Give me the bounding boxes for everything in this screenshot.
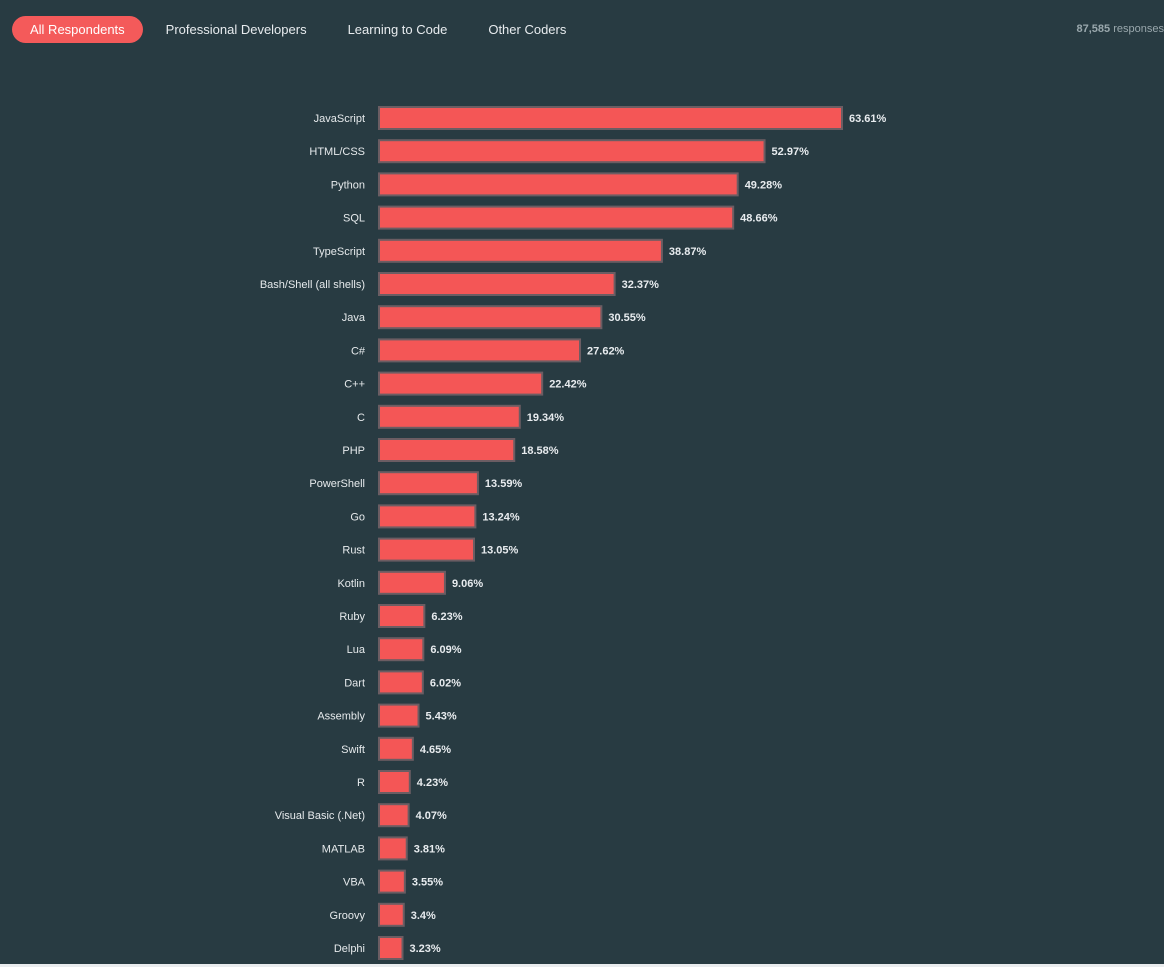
value-label: 3.23% bbox=[410, 943, 441, 955]
bar[interactable] bbox=[378, 736, 414, 761]
category-label: PowerShell bbox=[309, 478, 365, 490]
category-label: VBA bbox=[343, 877, 366, 889]
value-label: 5.43% bbox=[426, 711, 457, 723]
category-label: C bbox=[357, 412, 365, 424]
category-label: Go bbox=[350, 511, 365, 523]
bar[interactable] bbox=[378, 836, 408, 861]
category-label: MATLAB bbox=[322, 843, 365, 855]
bar[interactable] bbox=[378, 803, 410, 828]
tab-all-respondents[interactable]: All Respondents bbox=[12, 16, 143, 43]
value-label: 13.59% bbox=[485, 478, 523, 490]
category-label: Dart bbox=[344, 677, 365, 689]
value-label: 32.37% bbox=[622, 279, 660, 291]
bar[interactable] bbox=[378, 869, 406, 894]
bar[interactable] bbox=[378, 305, 603, 330]
category-label: Delphi bbox=[334, 943, 365, 955]
category-label: Ruby bbox=[339, 611, 365, 623]
category-label: TypeScript bbox=[313, 246, 365, 258]
value-label: 22.42% bbox=[549, 379, 587, 391]
value-label: 48.66% bbox=[740, 213, 778, 225]
category-label: HTML/CSS bbox=[309, 146, 365, 158]
value-label: 27.62% bbox=[587, 345, 625, 357]
category-label: R bbox=[357, 777, 365, 789]
category-label: Bash/Shell (all shells) bbox=[260, 279, 365, 291]
value-label: 52.97% bbox=[772, 146, 810, 158]
value-label: 4.07% bbox=[416, 810, 447, 822]
category-label: Assembly bbox=[317, 711, 365, 723]
responses-suffix: responses bbox=[1113, 23, 1164, 35]
tab-professional-developers[interactable]: Professional Developers bbox=[165, 22, 307, 37]
bar[interactable] bbox=[378, 770, 411, 794]
category-label: C# bbox=[351, 345, 366, 357]
value-label: 6.09% bbox=[430, 644, 461, 656]
category-label: JavaScript bbox=[314, 113, 365, 125]
bar[interactable] bbox=[378, 106, 843, 130]
bar[interactable] bbox=[378, 902, 405, 927]
category-label: C++ bbox=[344, 379, 365, 391]
value-label: 3.4% bbox=[411, 910, 436, 922]
bar[interactable] bbox=[378, 438, 516, 462]
value-label: 18.58% bbox=[521, 445, 559, 457]
responses-count: 87,585 responses bbox=[1077, 23, 1164, 35]
responses-number: 87,585 bbox=[1076, 23, 1111, 35]
bar[interactable] bbox=[378, 172, 739, 197]
value-label: 6.02% bbox=[430, 677, 461, 689]
bar[interactable] bbox=[378, 404, 521, 429]
bar[interactable] bbox=[378, 604, 426, 628]
tab-other-coders[interactable]: Other Coders bbox=[488, 22, 567, 37]
respondent-tabs: All Respondents Professional Developers … bbox=[12, 16, 589, 43]
category-label: Lua bbox=[347, 644, 366, 656]
category-label: SQL bbox=[343, 213, 365, 225]
bar[interactable] bbox=[378, 637, 425, 662]
bar[interactable] bbox=[378, 272, 616, 296]
value-label: 6.23% bbox=[431, 611, 462, 623]
value-label: 9.06% bbox=[452, 578, 483, 590]
category-label: PHP bbox=[342, 445, 365, 457]
category-label: Visual Basic (.Net) bbox=[275, 810, 365, 822]
value-label: 4.65% bbox=[420, 744, 451, 756]
value-label: 30.55% bbox=[608, 312, 646, 324]
value-label: 3.81% bbox=[414, 843, 445, 855]
bar[interactable] bbox=[378, 570, 446, 595]
value-label: 38.87% bbox=[669, 246, 707, 258]
bar[interactable] bbox=[378, 371, 544, 396]
bar[interactable] bbox=[378, 703, 420, 728]
bar[interactable] bbox=[378, 504, 477, 529]
category-label: Java bbox=[342, 312, 366, 324]
value-label: 19.34% bbox=[527, 412, 565, 424]
bar[interactable] bbox=[378, 537, 475, 562]
filter-bar: All Respondents Professional Developers … bbox=[0, 0, 1164, 60]
value-label: 63.61% bbox=[849, 113, 887, 125]
category-label: Kotlin bbox=[337, 578, 365, 590]
category-label: Swift bbox=[341, 744, 365, 756]
bar[interactable] bbox=[378, 139, 766, 164]
bar[interactable] bbox=[378, 471, 479, 496]
bottom-divider bbox=[0, 964, 1164, 967]
value-label: 49.28% bbox=[745, 179, 783, 191]
category-label: Groovy bbox=[330, 910, 366, 922]
value-label: 13.05% bbox=[481, 545, 519, 557]
category-label: Python bbox=[331, 179, 365, 191]
value-label: 4.23% bbox=[417, 777, 448, 789]
tab-learning-to-code[interactable]: Learning to Code bbox=[347, 22, 448, 37]
value-label: 13.24% bbox=[482, 511, 520, 523]
category-label: Rust bbox=[342, 545, 365, 557]
bar[interactable] bbox=[378, 936, 404, 960]
value-label: 3.55% bbox=[412, 877, 443, 889]
bar[interactable] bbox=[378, 338, 582, 363]
bar[interactable] bbox=[378, 205, 735, 230]
bar[interactable] bbox=[378, 670, 424, 695]
bar[interactable] bbox=[378, 238, 663, 263]
